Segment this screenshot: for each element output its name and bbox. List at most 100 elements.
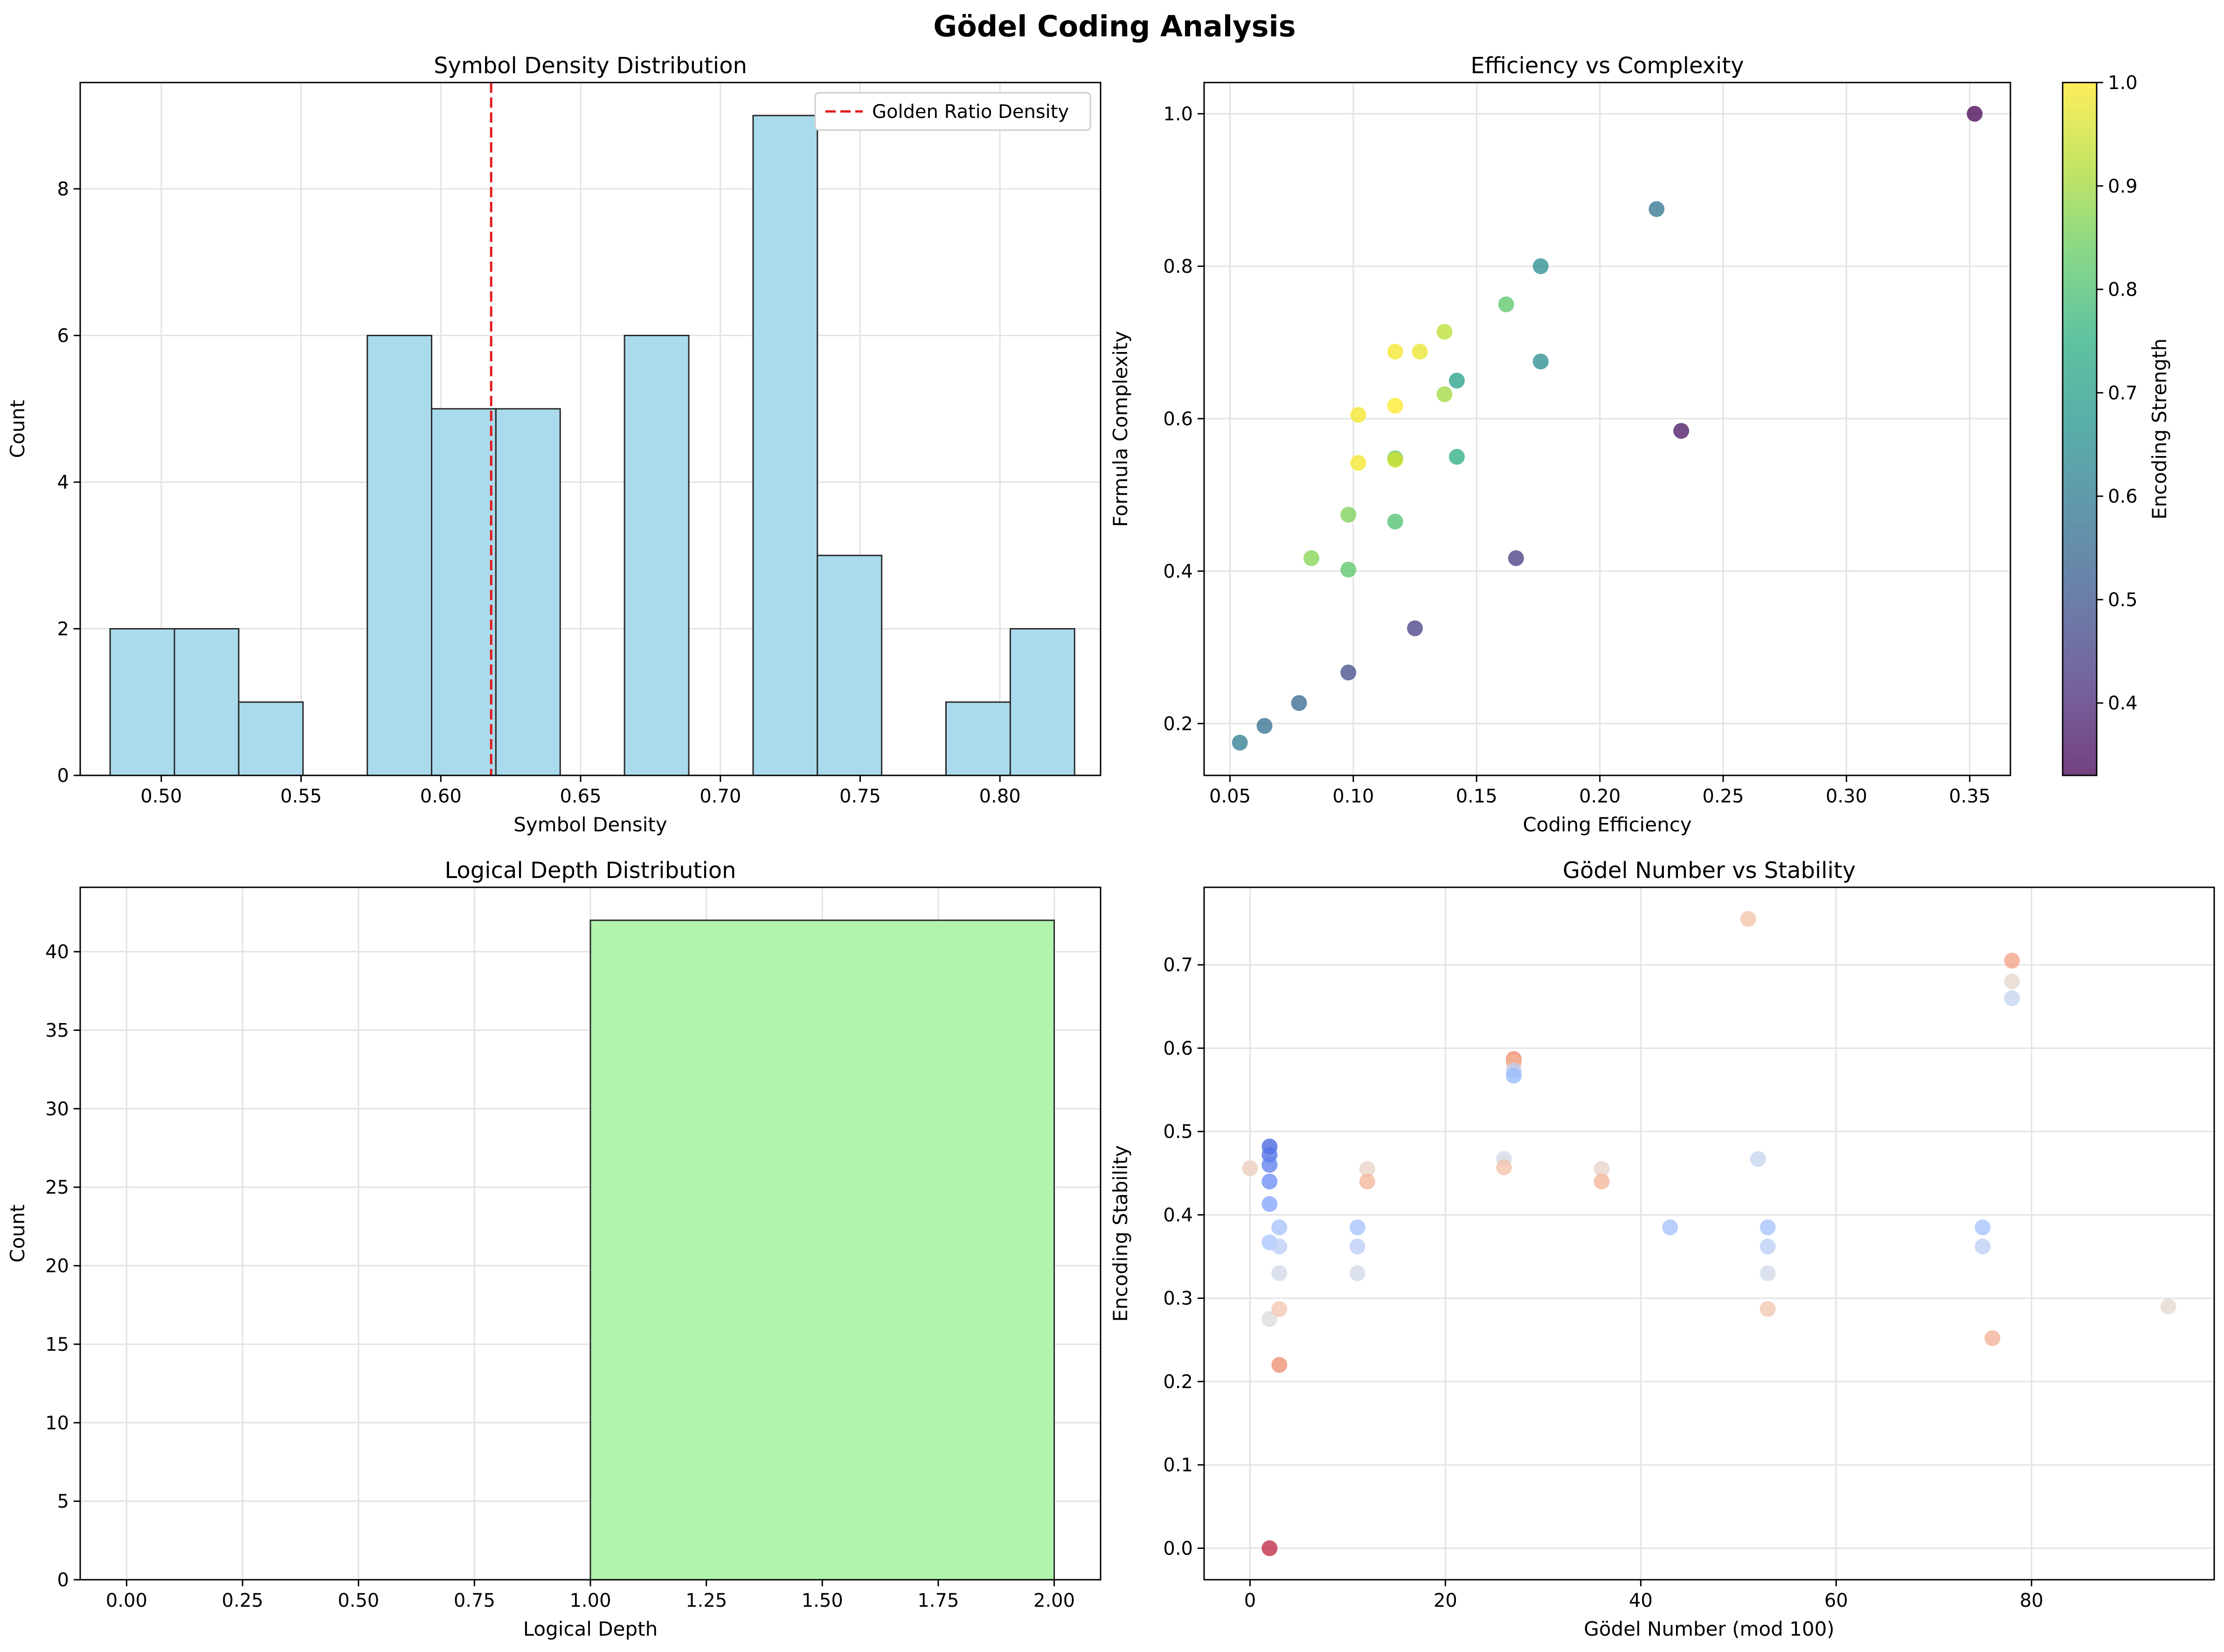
- scatter-point: [1967, 106, 1983, 122]
- x-tick-label: 0.50: [338, 1590, 379, 1611]
- scatter-point: [1506, 1067, 1522, 1084]
- scatter-point: [2004, 953, 2020, 969]
- y-axis-label: Encoding Stability: [1109, 1145, 1132, 1322]
- x-tick-label: 0.25: [222, 1590, 263, 1611]
- y-tick-label: 0.6: [1163, 1038, 1193, 1059]
- x-tick-label: 0.60: [420, 786, 462, 807]
- y-tick-label: 30: [45, 1099, 69, 1120]
- y-tick-label: 1.0: [1163, 104, 1193, 125]
- legend-label: Golden Ratio Density: [872, 101, 1069, 123]
- x-axis-label: Coding Efficiency: [1523, 813, 1691, 836]
- scatter-point: [1760, 1238, 1776, 1255]
- scatter-point: [1532, 258, 1549, 274]
- scatter-point: [1594, 1173, 1610, 1189]
- histogram-bars: [109, 115, 1075, 776]
- y-tick-label: 0.8: [1163, 256, 1193, 277]
- scatter-point: [1387, 398, 1403, 414]
- legend-box: [814, 92, 1091, 131]
- scatter-point: [1760, 1265, 1776, 1281]
- colorbar-tick-label: 0.6: [2108, 486, 2138, 507]
- histogram-bar: [945, 701, 1011, 776]
- axes-frame: [1203, 82, 2011, 776]
- y-tick-label: 4: [57, 472, 69, 493]
- scatter-point: [1232, 734, 1248, 751]
- scatter-point: [1750, 1151, 1766, 1167]
- scatter-point: [2004, 973, 2020, 989]
- y-tick-label: 10: [45, 1412, 69, 1434]
- x-axis-label: Logical Depth: [523, 1617, 658, 1640]
- histogram-bar: [1009, 628, 1075, 776]
- scatter-point: [1673, 423, 1690, 439]
- scatter-point: [1349, 1219, 1365, 1236]
- panel-title: Logical Depth Distribution: [445, 857, 736, 884]
- axes-frame: [79, 886, 1102, 1581]
- scatter-point: [1256, 718, 1273, 734]
- histogram-bar: [431, 408, 497, 776]
- y-tick-label: 0.3: [1163, 1288, 1193, 1309]
- scatter-point: [1984, 1330, 2001, 1347]
- axes-frame: [79, 82, 1102, 776]
- y-tick-label: 0.7: [1163, 954, 1193, 976]
- y-tick-label: 0.5: [1163, 1121, 1193, 1143]
- scatter-point: [1359, 1161, 1375, 1177]
- colorbar-tick-label: 0.8: [2108, 279, 2138, 301]
- y-tick-label: 0.4: [1163, 1204, 1193, 1226]
- grid-lines: [1204, 83, 2010, 775]
- scatter-point: [1242, 1160, 1258, 1176]
- scatter-point: [1349, 1238, 1365, 1255]
- colorbar-tick-label: 0.4: [2108, 693, 2138, 714]
- x-tick-label: 0.80: [979, 786, 1021, 807]
- x-tick-label: 1.00: [569, 1590, 611, 1611]
- scatter-point: [1271, 1357, 1288, 1373]
- scatter-point: [1271, 1301, 1288, 1317]
- y-tick-label: 35: [45, 1020, 69, 1041]
- colorbar-tick-label: 0.9: [2108, 176, 2138, 197]
- histogram-bars: [589, 919, 1055, 1581]
- colorbar-gradient: [2063, 83, 2097, 775]
- scatter-point: [1349, 1265, 1365, 1281]
- scatter-point: [1448, 449, 1465, 465]
- x-tick-label: 40: [1629, 1590, 1653, 1611]
- scatter-point: [1496, 1159, 1512, 1175]
- scatter-point: [1387, 513, 1403, 530]
- y-tick-label: 0: [57, 1569, 69, 1591]
- axes-frame: [1203, 886, 2215, 1581]
- scatter-point: [1760, 1219, 1776, 1236]
- scatter-point: [1448, 373, 1465, 389]
- scatter-point: [1508, 550, 1524, 567]
- scatter-point: [2004, 990, 2020, 1006]
- x-tick-label: 0.50: [140, 786, 182, 807]
- panel-godel-vs-stability: 0 20 40 60 80 0.0 0.1 0.2 0.3 0.4 0.5 0.6 0.7 Gödel N…: [1109, 857, 2215, 1640]
- y-axis-label: Count: [6, 400, 29, 458]
- scatter-point: [1350, 407, 1366, 423]
- y-tick-label: 0.4: [1163, 561, 1193, 582]
- scatter-point: [1594, 1161, 1610, 1177]
- y-tick-label: 5: [57, 1491, 69, 1513]
- legend: Golden Ratio Density: [814, 92, 1091, 131]
- scatter-point: [1271, 1265, 1288, 1281]
- histogram-bar: [367, 335, 433, 776]
- scatter-point: [1340, 506, 1357, 523]
- x-tick-label: 0.20: [1579, 786, 1621, 807]
- scatter-point: [1436, 324, 1453, 340]
- histogram-bar: [624, 335, 690, 776]
- x-tick-label: 0.15: [1456, 786, 1497, 807]
- grid-lines: [80, 83, 1101, 776]
- panel-title: Gödel Number vs Stability: [1563, 857, 1856, 884]
- x-tick-label: 0.75: [839, 786, 881, 807]
- scatter-point: [1261, 1173, 1278, 1189]
- scatter-point: [1261, 1196, 1278, 1212]
- scatter-point: [1975, 1238, 1991, 1255]
- grid-lines: [1204, 887, 2214, 1580]
- scatter-point: [2160, 1299, 2176, 1315]
- scatter-point: [1975, 1219, 1991, 1236]
- y-axis-label: Count: [6, 1204, 29, 1263]
- x-axis-label: Symbol Density: [513, 813, 667, 836]
- x-tick-label: 0.65: [560, 786, 601, 807]
- histogram-bar: [495, 408, 561, 776]
- x-tick-label: 60: [1824, 1590, 1848, 1611]
- x-tick-label: 0.70: [700, 786, 741, 807]
- histogram-bar: [173, 628, 240, 776]
- y-axis-label: Formula Complexity: [1109, 331, 1132, 527]
